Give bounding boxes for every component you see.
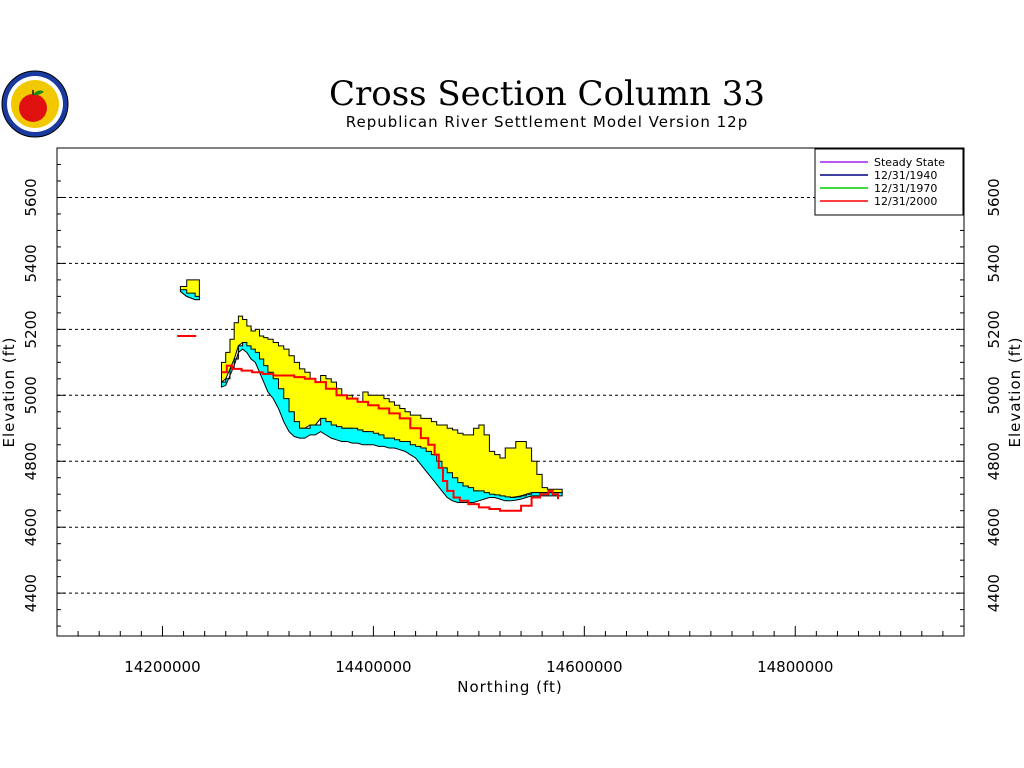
y-tick-label-left: 5000 xyxy=(22,376,40,414)
y-tick-label-right: 5200 xyxy=(985,310,1003,348)
x-tick-label: 14800000 xyxy=(757,658,833,676)
layer-band xyxy=(221,342,563,503)
x-tick-label: 14400000 xyxy=(335,658,411,676)
y-tick-label-left: 4800 xyxy=(22,442,40,480)
plot-frame xyxy=(56,147,965,637)
apple-icon xyxy=(19,94,47,122)
y-tick-label-left: 5600 xyxy=(22,178,40,216)
y-tick-label-right: 5000 xyxy=(985,376,1003,414)
y-tick-label-left: 4600 xyxy=(22,508,40,546)
y-axis-label-left: Elevation (ft) xyxy=(0,336,18,447)
series-line xyxy=(221,364,559,512)
y-tick-label-right: 4600 xyxy=(985,508,1003,546)
x-tick-label: 14200000 xyxy=(124,658,200,676)
state-seal-logo xyxy=(1,70,69,138)
legend-box xyxy=(814,148,964,216)
legend-label: 12/31/1970 xyxy=(874,182,937,195)
x-axis-label: Northing (ft) xyxy=(457,678,563,696)
layer-band xyxy=(179,289,200,301)
y-tick-label-left: 5200 xyxy=(22,310,40,348)
y-tick-label-right: 4800 xyxy=(985,442,1003,480)
y-tick-label-right: 5600 xyxy=(985,178,1003,216)
layer-band xyxy=(221,315,563,499)
y-tick-label-left: 4400 xyxy=(22,574,40,612)
legend-label: 12/31/2000 xyxy=(874,195,937,208)
y-tick-label-right: 4400 xyxy=(985,574,1003,612)
x-tick-label: 14600000 xyxy=(546,658,622,676)
chart-subtitle: Republican River Settlement Model Versio… xyxy=(346,113,748,131)
legend: Steady State12/31/194012/31/197012/31/20… xyxy=(814,148,964,216)
y-tick-label-right: 5400 xyxy=(985,244,1003,282)
legend-label: 12/31/1940 xyxy=(874,169,937,182)
legend-label: Steady State xyxy=(874,156,945,169)
y-tick-label-left: 5400 xyxy=(22,244,40,282)
chart-title: Cross Section Column 33 xyxy=(329,74,765,114)
y-axis-label-right: Elevation (ft) xyxy=(1006,336,1024,447)
